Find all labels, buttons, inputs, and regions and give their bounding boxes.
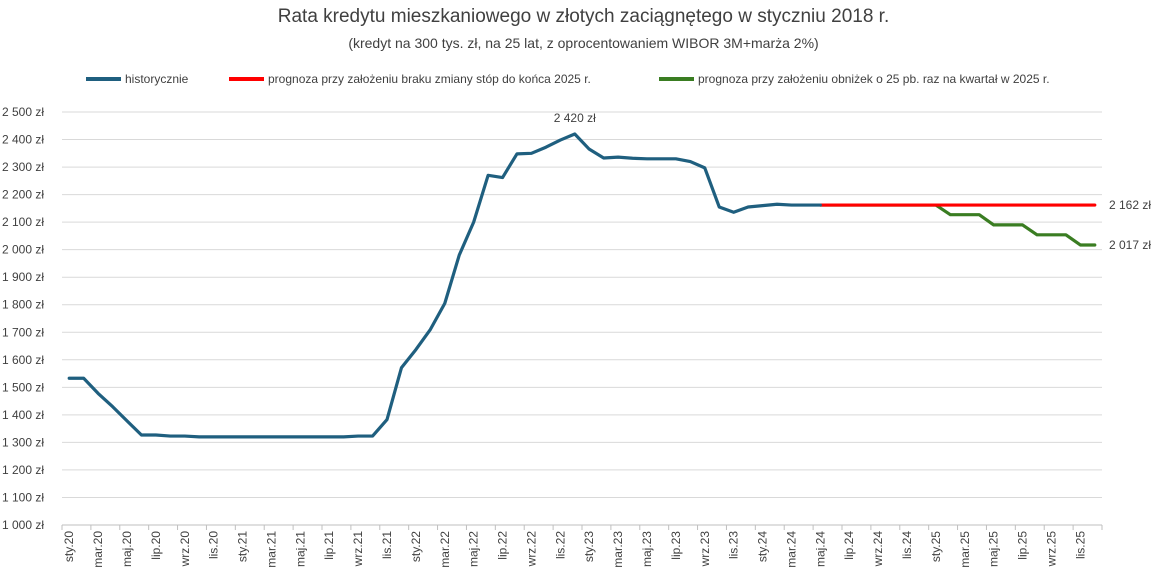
x-tick-label: sty.20 bbox=[62, 531, 76, 562]
x-tick-label: sty.23 bbox=[582, 531, 596, 562]
x-tick-label: maj.20 bbox=[120, 531, 134, 567]
grid-lines bbox=[62, 111, 1102, 526]
legend-swatch-no-change bbox=[229, 77, 264, 81]
y-tick-label: 1 000 zł bbox=[2, 518, 44, 532]
legend-item-historical: historycznie bbox=[86, 72, 188, 86]
y-tick-label: 1 600 zł bbox=[2, 353, 44, 367]
legend-item-no-change: prognoza przy założeniu braku zmiany stó… bbox=[229, 72, 591, 86]
x-tick-label: wrz.21 bbox=[351, 531, 365, 568]
x-tick-label: lip.23 bbox=[669, 531, 683, 560]
x-tick-label: mar.22 bbox=[438, 531, 452, 568]
y-axis: 1 000 zł 1 100 zł 1 200 zł 1 300 zł 1 400 zł… bbox=[2, 105, 44, 532]
series-lines bbox=[67, 132, 1097, 439]
y-tick-label: 1 100 zł bbox=[2, 490, 44, 504]
x-tick-label: lis.21 bbox=[380, 531, 394, 559]
x-tick-label: lip.25 bbox=[1016, 531, 1030, 560]
data-label: 2 420 zł bbox=[554, 111, 596, 125]
x-tick-label: lis.25 bbox=[1073, 531, 1087, 559]
data-label: 2 162 zł bbox=[1109, 198, 1151, 212]
x-axis: sty.20 mar.20 maj.20 lip.20 wrz.20 lis.20 sty.… bbox=[61, 524, 1103, 568]
y-tick-label: 1 700 zł bbox=[2, 325, 44, 339]
x-tick-label: maj.23 bbox=[640, 531, 654, 567]
x-tick-label: mar.20 bbox=[91, 531, 105, 568]
x-tick-label: maj.22 bbox=[467, 531, 481, 567]
series-line-2 bbox=[818, 203, 1097, 247]
x-tick-label: mar.24 bbox=[784, 531, 798, 568]
y-tick-label: 2 400 zł bbox=[2, 133, 44, 147]
legend-label-cuts: prognoza przy założeniu obniżek o 25 pb.… bbox=[698, 72, 1050, 86]
y-tick-label: 1 200 zł bbox=[2, 463, 44, 477]
y-tick-label: 2 200 zł bbox=[2, 188, 44, 202]
x-tick-label: lis.24 bbox=[900, 531, 914, 559]
x-tick-label: wrz.20 bbox=[178, 531, 192, 568]
x-tick-label: maj.25 bbox=[987, 531, 1001, 567]
x-tick-label: lis.20 bbox=[207, 531, 221, 559]
y-tick-label: 1 400 zł bbox=[2, 408, 44, 422]
x-tick-label: sty.25 bbox=[929, 531, 943, 562]
x-tick-label: wrz.23 bbox=[698, 531, 712, 568]
legend-label-historical: historycznie bbox=[125, 72, 189, 86]
y-tick-label: 1 800 zł bbox=[2, 298, 44, 312]
legend-swatch-cuts bbox=[659, 77, 694, 81]
x-tick-label: maj.21 bbox=[293, 531, 307, 567]
x-tick-label: lip.20 bbox=[149, 531, 163, 560]
x-tick-label: mar.23 bbox=[611, 531, 625, 568]
chart-legend: historycznie prognoza przy założeniu bra… bbox=[0, 72, 1167, 90]
x-tick-label: wrz.24 bbox=[871, 531, 885, 568]
y-tick-label: 2 300 zł bbox=[2, 160, 44, 174]
y-tick-label: 2 100 zł bbox=[2, 215, 44, 229]
y-tick-label: 1 900 zł bbox=[2, 270, 44, 284]
x-tick-label: lip.24 bbox=[842, 531, 856, 560]
legend-swatch-historical bbox=[86, 77, 121, 81]
x-tick-label: mar.25 bbox=[958, 531, 972, 568]
x-tick-label: lip.21 bbox=[322, 531, 336, 560]
y-tick-label: 1 500 zł bbox=[2, 380, 44, 394]
x-tick-label: sty.21 bbox=[236, 531, 250, 562]
legend-label-no-change: prognoza przy założeniu braku zmiany stó… bbox=[268, 72, 591, 86]
series-line-0 bbox=[67, 132, 822, 439]
data-label: 2 017 zł bbox=[1109, 238, 1151, 252]
x-tick-label: sty.22 bbox=[409, 531, 423, 562]
chart-title: Rata kredytu mieszkaniowego w złotych za… bbox=[277, 6, 890, 27]
y-tick-label: 2 500 zł bbox=[2, 105, 44, 119]
y-tick-label: 2 000 zł bbox=[2, 243, 44, 257]
x-tick-label: wrz.25 bbox=[1044, 531, 1058, 568]
x-tick-label: lis.22 bbox=[553, 531, 567, 559]
x-tick-label: mar.21 bbox=[264, 531, 278, 568]
chart-subtitle: (kredyt na 300 tys. zł, na 25 lat, z opr… bbox=[348, 35, 819, 51]
x-tick-label: sty.24 bbox=[756, 531, 770, 562]
x-tick-label: maj.24 bbox=[813, 531, 827, 567]
legend-item-cuts: prognoza przy założeniu obniżek o 25 pb.… bbox=[659, 72, 1050, 86]
x-tick-label: wrz.22 bbox=[524, 531, 538, 568]
x-tick-label: lis.23 bbox=[727, 531, 741, 559]
y-tick-label: 1 300 zł bbox=[2, 435, 44, 449]
annotations: 2 420 zł 2 162 zł 2 017 zł bbox=[554, 111, 1152, 252]
x-tick-label: lip.22 bbox=[496, 531, 510, 560]
